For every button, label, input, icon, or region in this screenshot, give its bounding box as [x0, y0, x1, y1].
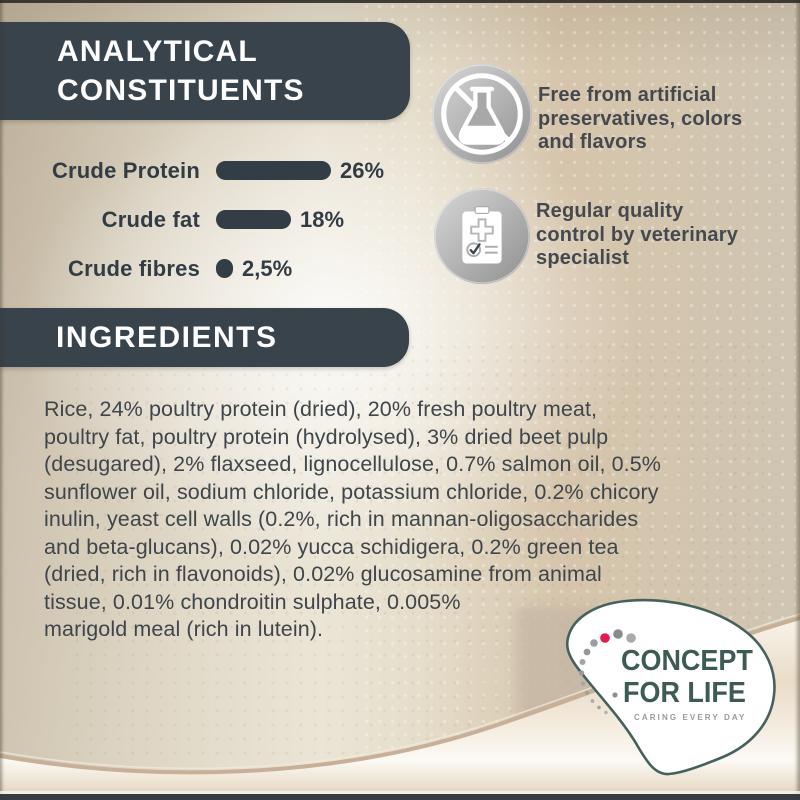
- analytical-row: Crude fat 18%: [0, 195, 420, 244]
- text-line: marigold meal (rich in lutein).: [44, 617, 324, 641]
- text-line: Rice, 24% poultry protein (dried), 20% f…: [44, 397, 598, 421]
- analytical-rows: Crude Protein 26% Crude fat 18% Crude fibres…: [0, 146, 420, 293]
- text-line: and beta-glucans), 0.02% yucca schidiger…: [44, 534, 619, 559]
- analytical-row: Crude Protein 26%: [0, 146, 420, 195]
- constituent-value: 26%: [340, 157, 385, 183]
- badge-quality-control: Regular quality control by veterinary spec…: [433, 187, 738, 285]
- text-line: Regular quality: [536, 200, 684, 222]
- text-line: tissue, 0.01% chondroitin sulphate, 0.00…: [44, 589, 461, 614]
- badge-free-from: Free from artificial preservatives, color…: [431, 63, 742, 165]
- text-line: (dried, rich in flavonoids), 0.02% gluco…: [44, 562, 602, 586]
- no-artificial-flask-icon: [432, 64, 532, 164]
- logo-brand-line1: CONCEPT: [621, 645, 753, 677]
- text-line: preservatives, colors: [538, 107, 743, 130]
- analytical-row: Crude fibres 2,5%: [0, 244, 420, 293]
- constituent-label: Crude Protein: [51, 157, 200, 183]
- concept-for-life-logo: CONCEPT FOR LIFE CARING EVERY DAY: [552, 592, 784, 788]
- badge-quality-control-text: Regular quality control by veterinary spec…: [536, 187, 738, 285]
- ingredients-header-label: INGREDIENTS: [56, 320, 278, 354]
- logo-dots-arc: [578, 629, 636, 715]
- constituent-value: 2,5%: [242, 255, 293, 281]
- ingredients-text: Rice, 24% poultry protein (dried), 20% f…: [44, 396, 661, 644]
- text-line: (desugared), 2% flaxseed, lignocellulose…: [44, 452, 662, 476]
- text-line: specialist: [536, 247, 630, 269]
- analytical-constituents-header: ANALYTICAL CONSTITUENTS: [0, 22, 410, 120]
- constituent-bar: [216, 210, 291, 229]
- constituent-bar: [216, 259, 233, 278]
- text-line: ANALYTICAL: [57, 35, 258, 68]
- text-line: control by veterinary: [536, 223, 739, 246]
- text-line: and flavors: [538, 131, 647, 153]
- vet-quality-clipboard-icon: [433, 187, 531, 285]
- text-line: poultry fat, poultry protein (hydrolysed…: [44, 424, 609, 449]
- constituent-label: Crude fat: [101, 206, 200, 232]
- logo-brand-line2: FOR LIFE: [623, 677, 746, 709]
- constituent-bar: [216, 161, 331, 180]
- ingredients-header: INGREDIENTS: [0, 308, 409, 367]
- badge-free-from-text: Free from artificial preservatives, color…: [538, 63, 742, 165]
- text-line: sunflower oil, sodium chloride, potassiu…: [44, 479, 659, 504]
- text-line: Free from artificial: [538, 84, 717, 106]
- constituent-value: 18%: [300, 206, 345, 232]
- text-line: CONSTITUENTS: [57, 74, 305, 107]
- text-line: inulin, yeast cell walls (0.2%, rich in …: [44, 507, 639, 531]
- constituent-label: Crude fibres: [68, 255, 200, 281]
- logo-tagline: CARING EVERY DAY: [634, 713, 747, 722]
- logo-pick-shape: [565, 598, 776, 776]
